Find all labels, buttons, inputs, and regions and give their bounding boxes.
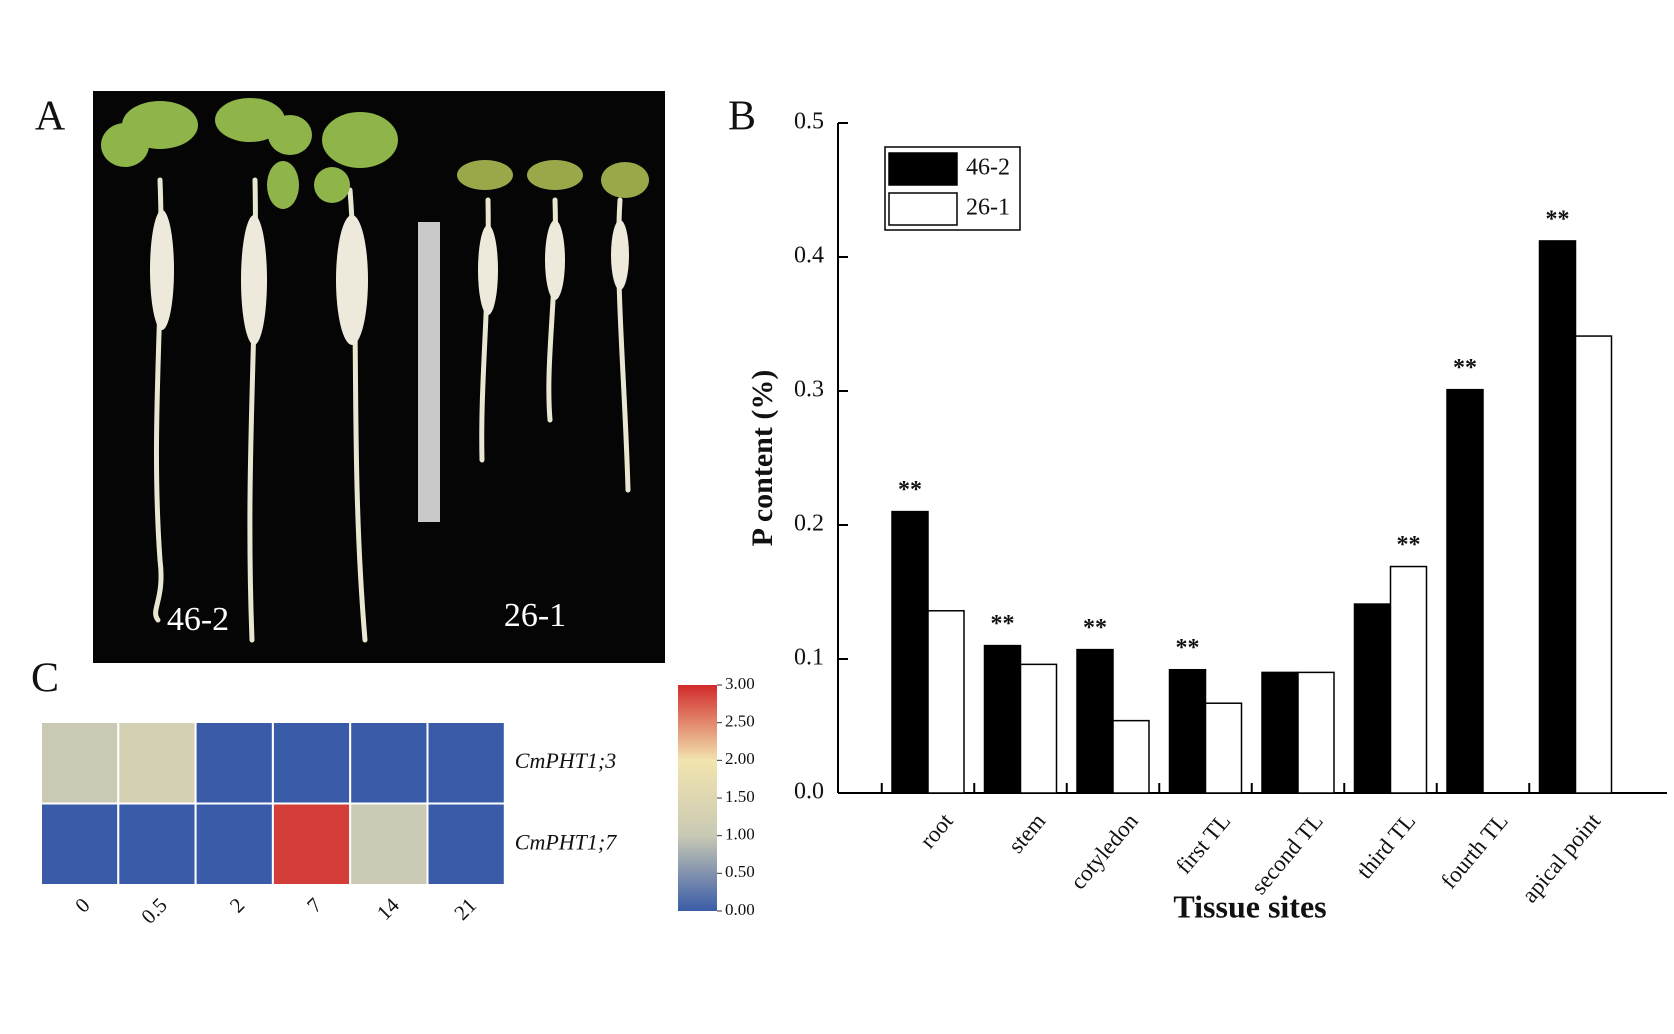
panel-label: B: [728, 94, 756, 140]
x-tick-label: fourth TL: [1436, 809, 1513, 894]
legend-label: 46-2: [966, 155, 1010, 181]
column-label: 21: [449, 893, 481, 925]
column-label: 2: [225, 893, 249, 917]
y-axis-label: P content (%): [746, 370, 779, 547]
photo-label: 46-2: [167, 601, 229, 638]
bar: [983, 644, 1022, 794]
heatmap-cell: [271, 802, 352, 886]
colorbar-tick-label: 2.00: [725, 749, 755, 768]
y-tick-label: 0.4: [794, 243, 824, 269]
heatmap-cell: [426, 802, 506, 886]
heatmap-cell: [40, 721, 120, 805]
heatmap-cell: [349, 721, 429, 805]
x-tick-label: cotyledon: [1065, 808, 1143, 894]
significance: **: [1176, 635, 1200, 661]
bar: [1446, 388, 1484, 794]
panel-label: C: [31, 656, 59, 702]
significance: **: [1397, 532, 1421, 558]
x-tick-label: third TL: [1352, 809, 1421, 884]
legend-label: 26-1: [966, 195, 1010, 221]
heatmap-cell: [117, 802, 197, 886]
bar: [1353, 603, 1392, 794]
colorbar-tick-label: 3.00: [725, 674, 755, 693]
colorbar-tick-label: 0.50: [725, 862, 755, 881]
colorbar-tick-label: 1.00: [725, 825, 755, 844]
heatmap-cell: [271, 721, 352, 805]
x-tick-label: stem: [1003, 808, 1050, 857]
colorbar-tick-label: 1.50: [725, 787, 755, 806]
significance: **: [898, 477, 922, 503]
heatmap-cell: [194, 802, 274, 886]
y-tick-label: 0.3: [794, 377, 824, 403]
x-tick-label: first TL: [1171, 809, 1235, 879]
bar: [891, 510, 929, 794]
bar: [1019, 663, 1058, 794]
y-tick-label: 0.0: [794, 779, 824, 805]
photo: 46-2 26-1: [93, 91, 665, 663]
y-tick-label: 0.2: [794, 511, 824, 537]
heatmap-cell: [194, 721, 274, 805]
bar: [1204, 702, 1243, 794]
column-label: 0.5: [136, 893, 172, 929]
significance: **: [991, 611, 1015, 637]
x-tick-label: apical point: [1517, 808, 1606, 907]
legend-swatch: [888, 152, 958, 186]
x-tick-label: second TL: [1246, 809, 1328, 900]
colorbar: [678, 685, 717, 911]
heatmap-cell: [426, 721, 506, 805]
bar: [1076, 648, 1114, 794]
photo-label: 26-1: [504, 597, 566, 634]
column-label: 0: [70, 893, 94, 917]
row-label: CmPHT1;3: [515, 748, 616, 773]
heatmap-cell: [40, 802, 120, 886]
bar: [1112, 719, 1150, 794]
bar: [927, 610, 965, 794]
bar: [1297, 671, 1335, 794]
significance: **: [1546, 206, 1570, 232]
legend-swatch: [888, 192, 958, 226]
bar: [1168, 668, 1207, 794]
column-label: 14: [372, 893, 404, 925]
heatmap-cell: [349, 802, 429, 886]
column-label: 7: [302, 893, 326, 917]
significance: **: [1083, 615, 1107, 641]
bar: [1574, 335, 1613, 794]
x-tick-label: root: [915, 808, 958, 853]
panel-label: A: [35, 94, 66, 140]
x-axis-label: Tissue sites: [1173, 888, 1326, 924]
bar: [1538, 240, 1577, 794]
significance: **: [1453, 355, 1477, 381]
heatmap-cell: [117, 721, 197, 805]
colorbar-tick-label: 0.00: [725, 900, 755, 919]
y-tick-label: 0.5: [794, 109, 824, 135]
colorbar-tick-label: 2.50: [725, 712, 755, 731]
row-label: CmPHT1;7: [515, 829, 617, 854]
bar: [1261, 671, 1299, 794]
y-tick-label: 0.1: [794, 645, 824, 671]
bar: [1389, 565, 1428, 794]
